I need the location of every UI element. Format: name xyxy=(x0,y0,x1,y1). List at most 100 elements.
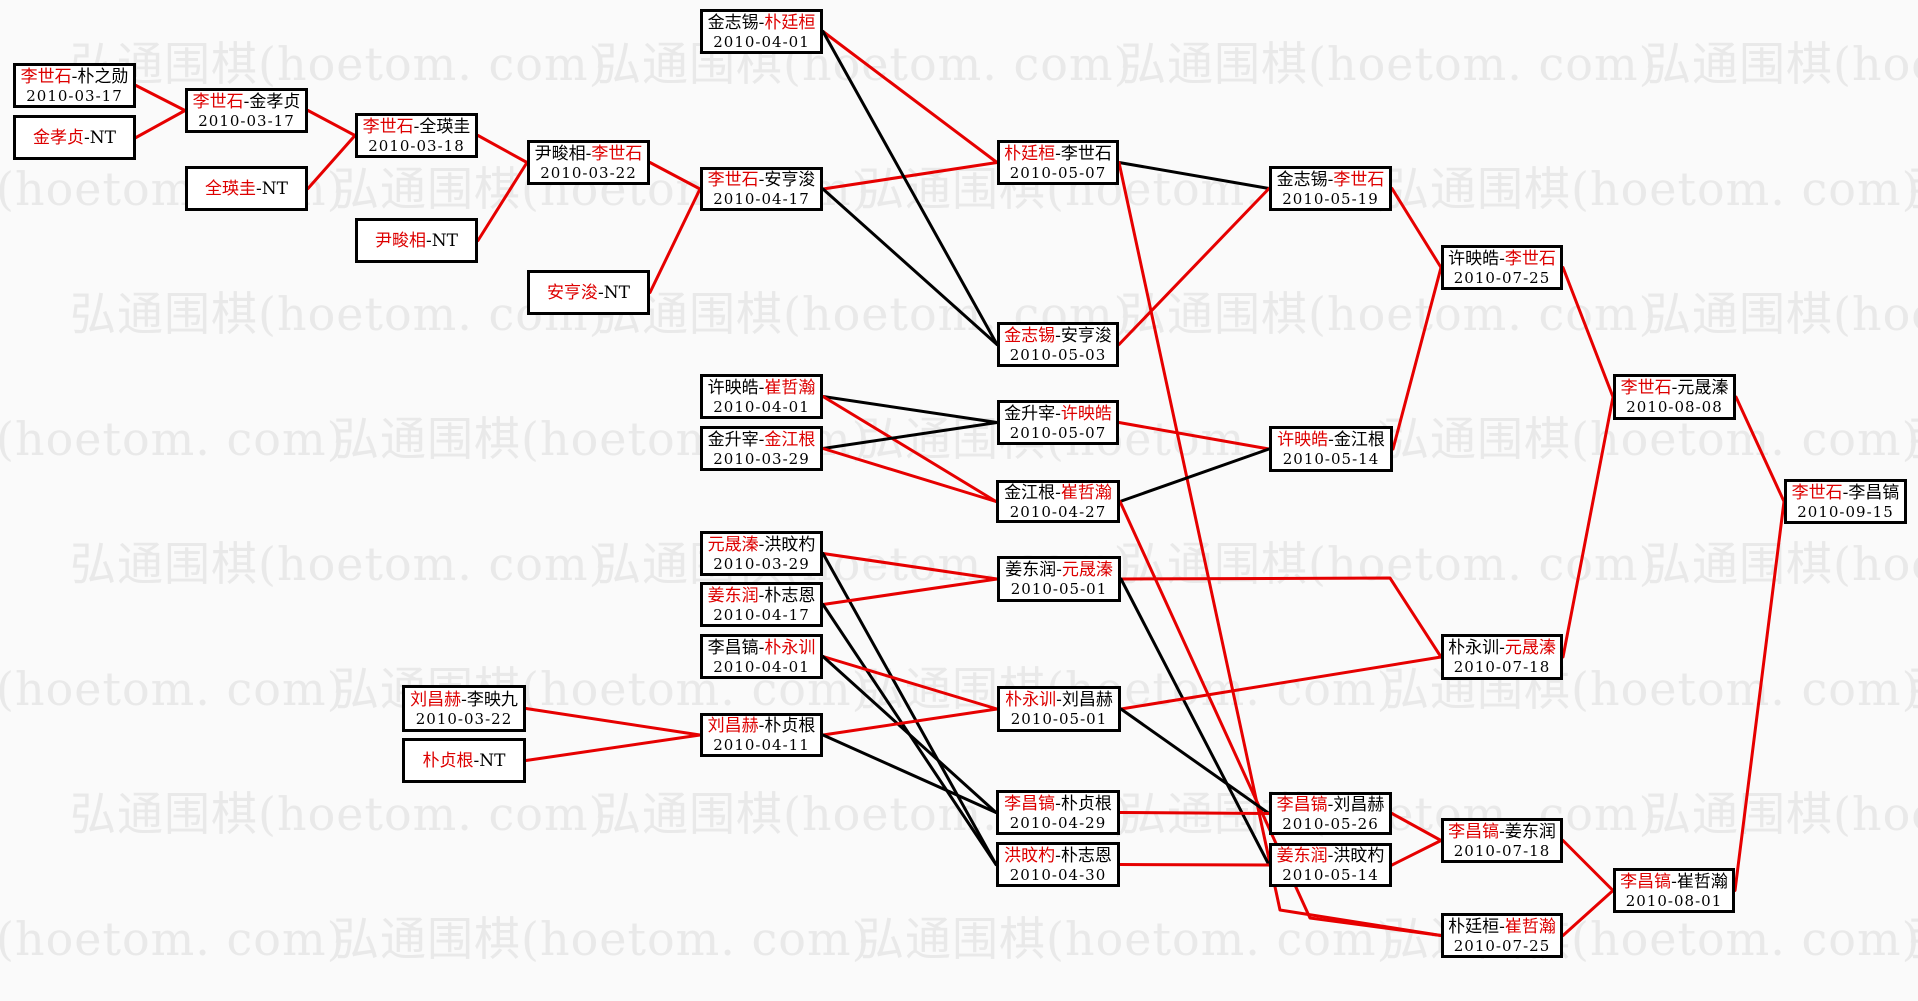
match-players: 李世石-李昌镐 xyxy=(1792,483,1900,503)
match-players: 元晟溱-洪旼杓 xyxy=(708,535,816,555)
vs-dash: - xyxy=(1671,871,1677,892)
match-box: 金志锡-李世石 2010-05-19 xyxy=(1269,166,1392,211)
player-name: 崔哲瀚 xyxy=(1676,871,1728,892)
winner-path-line xyxy=(476,134,529,164)
player-name: 朴永训 xyxy=(1005,690,1057,710)
match-players: 李昌镐-朴贞根 xyxy=(1004,794,1112,814)
match-date: 2010-05-01 xyxy=(1010,710,1108,728)
vs-dash: - xyxy=(1499,638,1505,658)
winner-path-line xyxy=(1734,395,1786,503)
player-name: 李昌镐 xyxy=(1004,793,1056,814)
match-date: 2010-04-17 xyxy=(713,605,810,624)
watermark-text: 弘通围棋(hoetom. com) xyxy=(1645,787,1918,841)
player-name: 金升宰 xyxy=(707,429,759,450)
match-box: 朴永训-元晟溱 2010-07-18 xyxy=(1441,634,1563,680)
match-box: 金升宰-许映皓 2010-05-07 xyxy=(997,400,1119,445)
match-players: 金升宰-许映皓 xyxy=(1004,404,1112,424)
match-players: 金志锡-朴廷桓 xyxy=(708,13,816,33)
match-date: 2010-03-29 xyxy=(713,554,810,573)
match-box: 李世石-全瑛圭 2010-03-18 xyxy=(355,113,478,158)
vs-dash: - xyxy=(758,377,765,398)
match-players: 姜东润-洪旼杓 xyxy=(1277,846,1385,866)
winner-path-line xyxy=(1118,811,1271,815)
loser-path-line xyxy=(821,552,998,866)
vs-dash: - xyxy=(1328,430,1334,450)
match-players: 李昌镐-刘昌赫 xyxy=(1277,795,1385,815)
match-date: 2010-04-29 xyxy=(1009,813,1107,832)
match-date: 2010-05-01 xyxy=(1010,580,1108,598)
vs-dash: - xyxy=(426,230,432,251)
match-box: 刘昌赫-朴贞根 2010-04-11 xyxy=(700,713,823,757)
match-players: 李昌镐-朴永训 xyxy=(708,638,816,658)
winner-path-line xyxy=(1119,576,1443,659)
vs-dash: - xyxy=(243,91,250,112)
match-box: 李世石-元晟溱 2010-08-08 xyxy=(1613,374,1736,420)
match-players: 李世石-全瑛圭 xyxy=(363,117,471,137)
match-players: 朴廷桓-崔哲瀚 xyxy=(1448,917,1556,937)
player-name: 李世石 xyxy=(192,91,244,112)
watermark-text: 弘通围棋(hoetom. com) xyxy=(858,912,1396,966)
vs-dash: - xyxy=(758,716,765,736)
watermark-text: 弘通围棋(hoetom. com) xyxy=(595,37,1133,91)
player-name: 元晟溱 xyxy=(1504,638,1556,658)
loser-path-line xyxy=(821,421,999,450)
watermark-text: 弘通围棋(hoetom. com) xyxy=(1908,653,1918,719)
player-name: 李世石 xyxy=(591,143,643,164)
player-name: 李昌镐 xyxy=(1448,821,1500,842)
vs-dash: - xyxy=(71,66,78,87)
vs-dash: - xyxy=(413,116,420,137)
player-name: 许映皓 xyxy=(707,377,759,398)
winner-path-line xyxy=(1390,839,1443,867)
match-players: 李昌镐-崔哲瀚 xyxy=(1620,872,1728,892)
winner-path-line xyxy=(821,395,998,503)
match-box: 许映皓-金江根 2010-05-14 xyxy=(1269,426,1393,472)
player-name: 全瑛圭 xyxy=(419,116,471,137)
winner-path-line xyxy=(1733,500,1786,892)
match-box: 金志锡-朴廷桓 2010-04-01 xyxy=(700,9,823,54)
winner-path-line xyxy=(1390,187,1443,269)
player-name: 李世石 xyxy=(1620,378,1672,398)
player-name: 金升宰 xyxy=(1004,403,1056,424)
match-date: 2010-09-15 xyxy=(1797,502,1894,521)
player-name: 元晟溱 xyxy=(1677,378,1729,398)
player-name: 尹畯相 xyxy=(534,143,586,164)
match-box: 李昌镐-朴永训 2010-04-01 xyxy=(700,634,823,679)
match-box: 朴廷桓-崔哲瀚 2010-07-25 xyxy=(1441,913,1563,958)
match-box: 李世石-金孝贞 2010-03-17 xyxy=(185,88,308,133)
player-name: NT xyxy=(603,282,630,303)
winner-path-line xyxy=(1118,500,1443,937)
match-date: 2010-07-18 xyxy=(1453,658,1551,676)
watermark-text: 弘通围棋(hoetom. com) xyxy=(70,287,608,341)
vs-dash: - xyxy=(758,170,765,190)
match-box: 尹畯相-李世石 2010-03-22 xyxy=(527,140,650,185)
winner-path-line xyxy=(821,707,999,737)
winner-path-line xyxy=(1561,395,1615,659)
winner-path-line xyxy=(821,447,998,503)
match-players: 李世石-安亨浚 xyxy=(708,170,816,190)
winner-path-line xyxy=(1390,812,1443,842)
player-name: 李昌镐 xyxy=(1276,794,1328,815)
vs-dash: - xyxy=(84,127,90,148)
player-name: 元晟溱 xyxy=(707,534,759,555)
player-name: 朴贞根 xyxy=(764,716,816,736)
vs-dash: - xyxy=(758,429,765,450)
match-box: 李昌镐-姜东润 2010-07-18 xyxy=(1441,818,1563,863)
match-date: 2010-05-26 xyxy=(1282,814,1379,833)
player-name: 李世石 xyxy=(20,66,72,87)
match-players: 金江根-崔哲瀚 xyxy=(1004,483,1112,503)
winner-path-line xyxy=(1391,266,1443,451)
watermark-text: 弘通围棋(hoetom. com) xyxy=(0,412,346,466)
watermark-text: 弘通围棋(hoetom. com) xyxy=(1120,37,1658,91)
vs-dash: - xyxy=(598,282,604,303)
winner-path-line xyxy=(476,161,529,242)
player-name: 安亨浚 xyxy=(547,282,599,303)
player-name: 金孝贞 xyxy=(249,91,301,112)
match-box: 刘昌赫-李映九 2010-03-22 xyxy=(402,685,526,732)
match-date: 2010-07-25 xyxy=(1453,268,1551,287)
watermark-text: 弘通围棋(hoetom. com) xyxy=(1645,287,1918,341)
vs-dash: - xyxy=(758,12,765,33)
match-date: 2010-05-07 xyxy=(1009,423,1107,442)
match-players: 许映皓-崔哲瀚 xyxy=(708,378,816,398)
player-name: 李昌镐 xyxy=(1620,871,1672,892)
